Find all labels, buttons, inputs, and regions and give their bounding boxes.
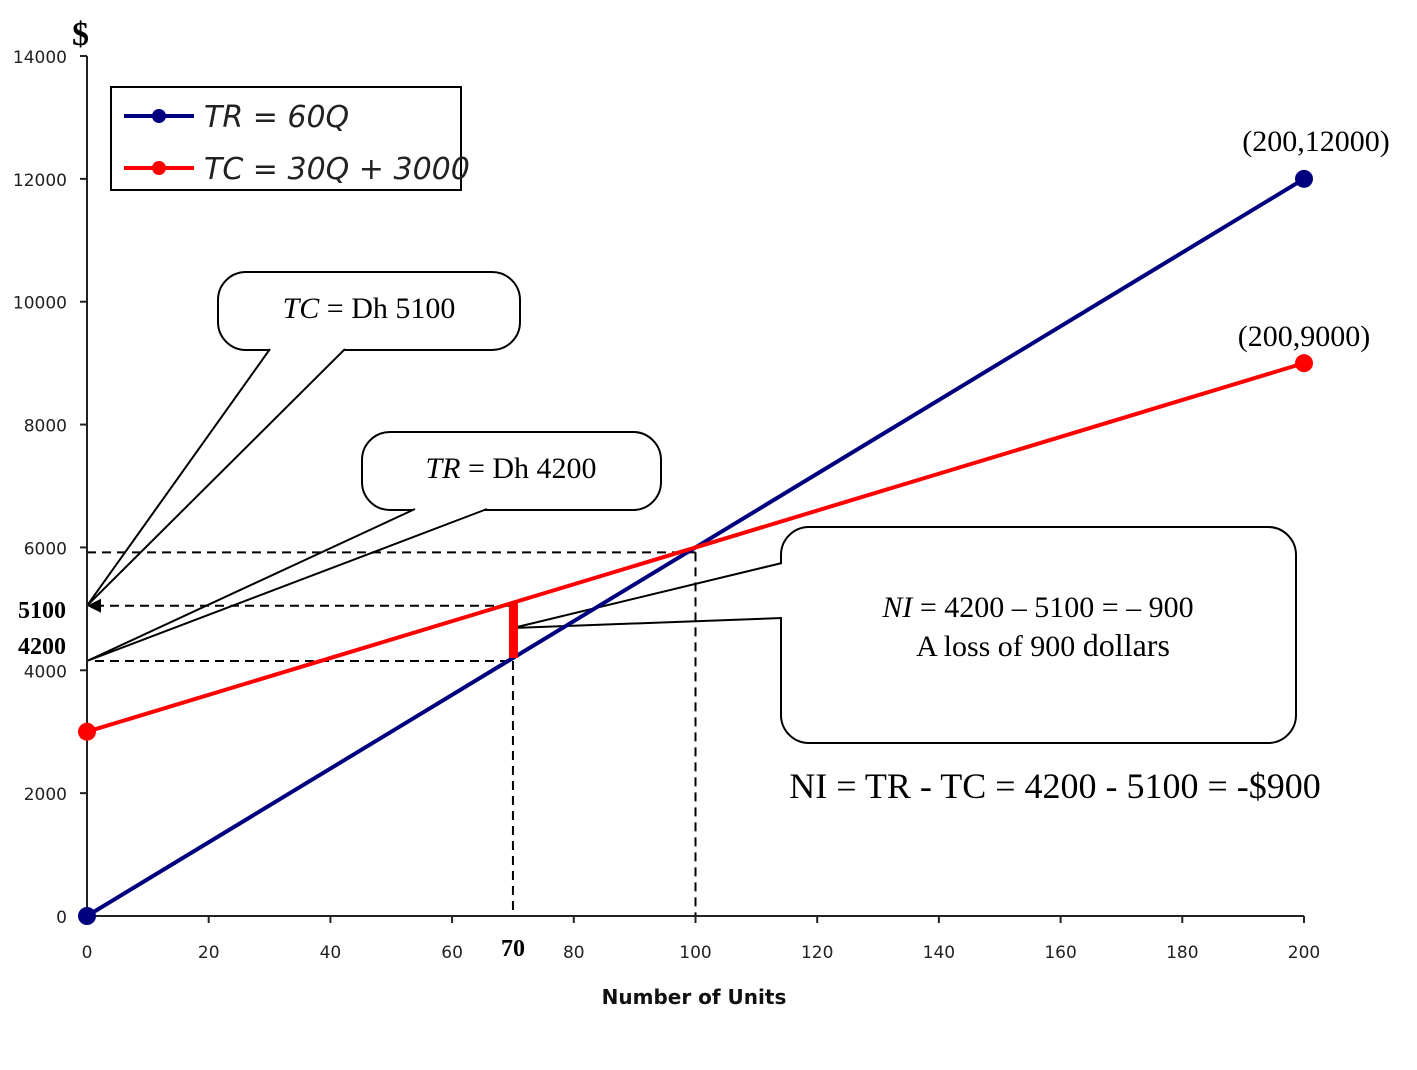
- series-point-1-1: [1295, 354, 1313, 373]
- callout-tc-box: [217, 271, 521, 351]
- series-point-0-1: [1295, 169, 1313, 188]
- callout-tr-text: TR = Dh 4200: [425, 452, 596, 485]
- x-tick-label: 60: [441, 943, 463, 963]
- callout-tr-box: [361, 431, 662, 511]
- x-tick-label: 40: [320, 943, 342, 963]
- legend-label-tc: TC = 30Q + 3000: [204, 152, 470, 187]
- y-tick-label: 12000: [13, 171, 67, 191]
- loss-gap-bar: [508, 602, 518, 658]
- point-label-tr-end: (200,12000): [1242, 125, 1389, 158]
- callout-tc-text: TC = Dh 5100: [283, 292, 456, 325]
- series-point-1-0: [78, 722, 96, 741]
- legend: TR = 60Q TC = 30Q + 3000: [110, 86, 470, 191]
- callout-ni-box: [780, 526, 1297, 744]
- x-tick-label: 160: [1044, 943, 1076, 963]
- x-tick-label: 120: [801, 943, 833, 963]
- y-tick-label: 10000: [13, 294, 67, 314]
- x-tick-label: 0: [82, 943, 93, 963]
- x-tick-label: 200: [1288, 943, 1320, 963]
- arrowhead-icon: [87, 598, 101, 613]
- y-highlight-5100: 5100: [18, 598, 66, 624]
- x-tick-label: 140: [923, 943, 955, 963]
- equation: NI = TR - TC = 4200 - 5100 = -$900: [789, 766, 1321, 806]
- y-tick-label: 0: [56, 908, 67, 928]
- x-tick-label: 180: [1166, 943, 1198, 963]
- series-line-1: [86, 361, 1305, 734]
- x-tick-label: 20: [198, 943, 220, 963]
- y-tick-label: 6000: [24, 539, 67, 559]
- legend-label-tr: TR = 60Q: [204, 100, 349, 135]
- callout-ni-line2: A loss of 900 dollars: [916, 627, 1170, 663]
- y-tick-label: 2000: [24, 785, 67, 805]
- legend-marker-tc: [152, 161, 166, 175]
- y-tick-label: 14000: [13, 48, 67, 68]
- callout-ni-line1: NI = 4200 – 5100 = – 900: [881, 591, 1193, 624]
- x-tick-label: 80: [563, 943, 585, 963]
- y-highlight-4200: 4200: [18, 634, 66, 660]
- x-highlight-70: 70: [501, 936, 525, 962]
- x-tick-label: 100: [679, 943, 711, 963]
- y-tick-label: 8000: [24, 417, 67, 437]
- legend-marker-tr: [152, 109, 166, 123]
- y-tick-label: 4000: [24, 662, 67, 682]
- point-label-tc-end: (200,9000): [1238, 320, 1370, 353]
- y-axis-label: $: [72, 16, 89, 53]
- x-axis-label: Number of Units: [602, 985, 787, 1009]
- series-point-0-0: [78, 907, 96, 925]
